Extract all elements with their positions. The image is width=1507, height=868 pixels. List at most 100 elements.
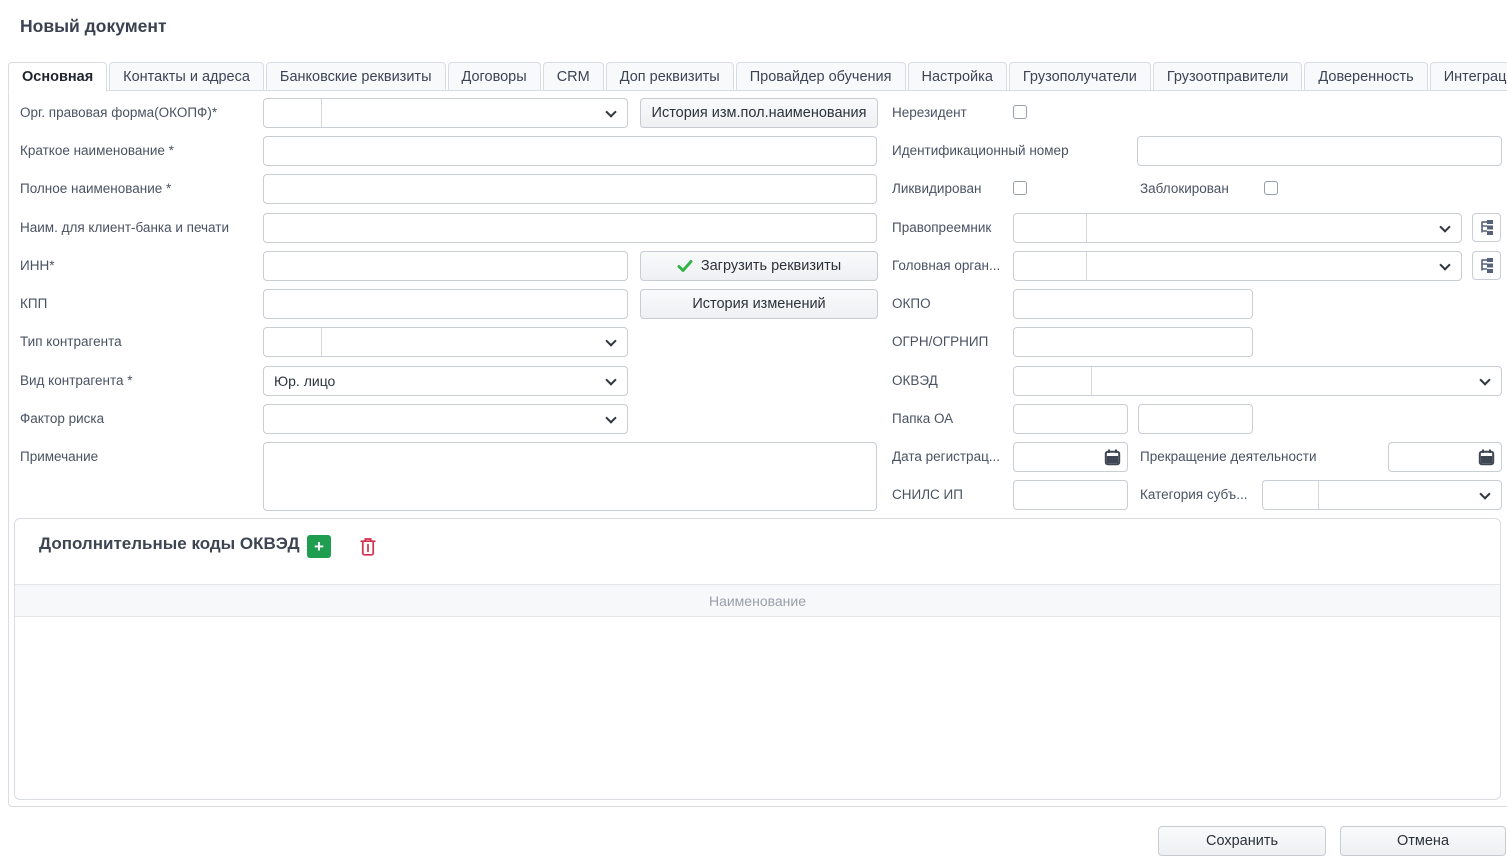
okopf-label: Орг. правовая форма(ОКОПФ)* [20, 105, 218, 120]
kpp-label: КПП [20, 296, 48, 311]
id-number-label: Идентификационный номер [892, 143, 1069, 158]
name-change-history-button[interactable]: История изм.пол.наименования [640, 98, 878, 128]
nonresident-checkbox[interactable] [1013, 105, 1027, 119]
short-name-input[interactable] [263, 136, 877, 166]
chevron-down-icon [1479, 488, 1491, 500]
tab-power-of-attorney[interactable]: Доверенность [1304, 62, 1428, 91]
termination-date-label: Прекращение деятельности [1140, 449, 1317, 464]
okpo-label: ОКПО [892, 296, 931, 311]
chevron-down-icon [1439, 221, 1451, 233]
delete-okved-button[interactable] [356, 535, 380, 558]
liquidated-label: Ликвидирован [892, 181, 982, 196]
load-details-button[interactable]: Загрузить реквизиты [640, 251, 878, 281]
change-history-button[interactable]: История изменений [640, 289, 878, 319]
full-name-input[interactable] [263, 174, 877, 204]
add-okved-button[interactable]: + [307, 535, 331, 558]
load-details-label: Загрузить реквизиты [700, 258, 842, 274]
tab-consignors[interactable]: Грузоотправители [1152, 62, 1303, 91]
contractor-kind-label: Вид контрагента * [20, 373, 133, 388]
successor-tree-button[interactable] [1472, 213, 1501, 242]
chevron-down-icon [605, 106, 617, 118]
tab-crm[interactable]: CRM [542, 62, 604, 91]
calendar-icon [1104, 449, 1121, 466]
ogrn-label: ОГРН/ОГРНИП [892, 334, 989, 349]
chevron-down-icon [1479, 374, 1491, 386]
save-button[interactable]: Сохранить [1158, 826, 1326, 856]
inn-label: ИНН* [20, 258, 55, 273]
contractor-kind-select[interactable]: Юр. лицо [263, 366, 628, 396]
risk-factor-select[interactable] [263, 404, 628, 434]
note-textarea[interactable] [263, 442, 877, 511]
risk-factor-label: Фактор риска [20, 411, 105, 426]
trash-icon [358, 536, 378, 557]
cancel-label: Отмена [1396, 833, 1450, 849]
cancel-button[interactable]: Отмена [1340, 826, 1506, 856]
head-org-label: Головная орган... [892, 258, 1001, 273]
page-title: Новый документ [20, 16, 167, 36]
combo-divider [1086, 252, 1087, 280]
nonresident-label: Нерезидент [892, 105, 967, 120]
oa-folder-label: Папка ОА [892, 411, 954, 426]
change-history-label: История изменений [692, 296, 826, 312]
successor-label: Правопреемник [892, 220, 992, 235]
combo-divider [1091, 367, 1092, 395]
tab-bar: Основная Контакты и адреса Банковские ре… [8, 62, 1507, 92]
inn-input[interactable] [263, 251, 628, 281]
chevron-down-icon [1439, 259, 1451, 271]
okpo-input[interactable] [1013, 289, 1253, 319]
chevron-down-icon [605, 412, 617, 424]
subject-category-select[interactable] [1262, 480, 1502, 510]
okved-select[interactable] [1013, 366, 1502, 396]
save-label: Сохранить [1205, 833, 1279, 849]
name-change-history-label: История изм.пол.наименования [651, 105, 867, 121]
head-org-tree-button[interactable] [1472, 251, 1501, 280]
short-name-label: Краткое наименование * [20, 143, 174, 158]
tab-settings[interactable]: Настройка [907, 62, 1007, 91]
oa-folder-input-1[interactable] [1013, 404, 1128, 434]
id-number-input[interactable] [1137, 136, 1502, 166]
tab-training-provider[interactable]: Провайдер обучения [735, 62, 906, 91]
tab-extra-details[interactable]: Доп реквизиты [605, 62, 734, 91]
note-label: Примечание [20, 449, 99, 464]
check-icon [677, 258, 693, 274]
kpp-input[interactable] [263, 289, 628, 319]
print-name-label: Наим. для клиент-банка и печати [20, 220, 229, 235]
okopf-select[interactable] [263, 98, 628, 128]
subject-category-label: Категория субъ... [1140, 487, 1248, 502]
additional-okved-section: Дополнительные коды ОКВЭД + Наименование [14, 518, 1501, 800]
tab-integration[interactable]: Интеграци [1429, 62, 1507, 91]
contractor-type-label: Тип контрагента [20, 334, 122, 349]
snils-label: СНИЛС ИП [892, 487, 963, 502]
reg-date-input[interactable] [1013, 442, 1128, 472]
okved-table-body[interactable] [15, 617, 1500, 799]
hierarchy-icon [1478, 219, 1495, 236]
plus-icon: + [314, 537, 324, 556]
snils-input[interactable] [1013, 480, 1128, 510]
combo-divider [321, 99, 322, 127]
blocked-checkbox[interactable] [1264, 181, 1278, 195]
calendar-icon [1478, 449, 1495, 466]
contractor-kind-value: Юр. лицо [274, 373, 336, 389]
combo-divider [1086, 214, 1087, 242]
termination-date-input[interactable] [1388, 442, 1502, 472]
okved-column-header: Наименование [708, 592, 807, 609]
chevron-down-icon [605, 374, 617, 386]
liquidated-checkbox[interactable] [1013, 181, 1027, 195]
contractor-type-select[interactable] [263, 327, 628, 357]
tab-bank-details[interactable]: Банковские реквизиты [265, 62, 446, 91]
successor-select[interactable] [1013, 213, 1462, 243]
ogrn-input[interactable] [1013, 327, 1253, 357]
tab-contracts[interactable]: Договоры [447, 62, 541, 91]
chevron-down-icon [605, 335, 617, 347]
print-name-input[interactable] [263, 213, 877, 243]
additional-okved-title: Дополнительные коды ОКВЭД [39, 534, 300, 553]
reg-date-label: Дата регистрац... [892, 449, 1001, 464]
combo-divider [321, 328, 322, 356]
oa-folder-input-2[interactable] [1138, 404, 1253, 434]
tab-main[interactable]: Основная [8, 62, 108, 92]
tab-contacts-addresses[interactable]: Контакты и адреса [109, 62, 264, 91]
okved-label: ОКВЭД [892, 373, 938, 388]
head-org-select[interactable] [1013, 251, 1462, 281]
tab-consignees[interactable]: Грузополучатели [1008, 62, 1151, 91]
